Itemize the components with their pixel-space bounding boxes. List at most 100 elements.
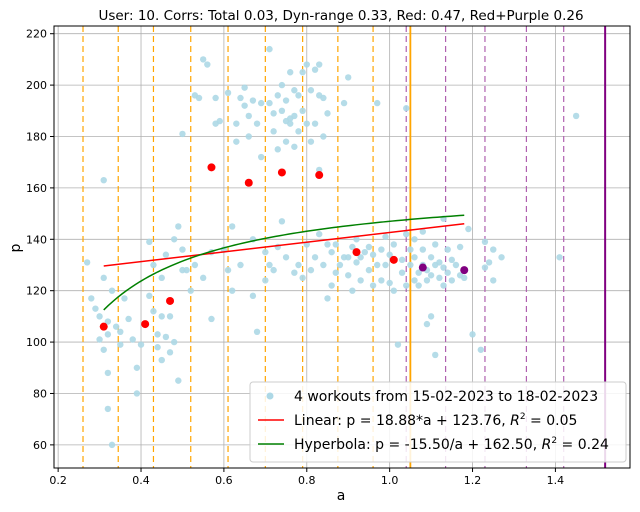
scatter-point [104, 331, 112, 338]
scatter-point [233, 120, 240, 127]
purple-point [460, 266, 469, 275]
scatter-point [179, 130, 186, 138]
y-tick-label: 100 [26, 336, 47, 349]
scatter-point [199, 274, 207, 282]
scatter-point [224, 89, 232, 97]
scatter-point [270, 110, 277, 117]
scatter-point [357, 277, 364, 284]
scatter-point [299, 274, 306, 282]
scatter-point [100, 274, 107, 282]
scatter-point [253, 328, 261, 336]
scatter-point [137, 341, 145, 348]
red-point [352, 248, 361, 257]
red-point [389, 255, 398, 264]
scatter-point [440, 264, 447, 271]
scatter-point [423, 277, 431, 284]
scatter-point [481, 264, 489, 271]
scatter-point [374, 99, 381, 107]
scatter-point [369, 251, 377, 258]
scatter-point [427, 313, 435, 320]
scatter-point [100, 176, 107, 184]
legend-label: 4 workouts from 15-02-2023 to 18-02-2023 [294, 389, 598, 405]
scatter-point [262, 277, 269, 284]
scatter-point [104, 405, 112, 413]
red-point [99, 322, 108, 331]
scatter-point [249, 97, 257, 104]
scatter-point [228, 223, 236, 230]
scatter-point [125, 315, 132, 323]
scatter-point [407, 261, 414, 269]
scatter-point [150, 261, 157, 269]
scatter-point [456, 243, 464, 251]
scatter-point [104, 318, 112, 325]
scatter-point [282, 138, 290, 145]
red-point [315, 171, 324, 180]
scatter-point [427, 254, 435, 261]
y-tick-label: 180 [26, 131, 47, 144]
scatter-point [121, 295, 128, 302]
scatter-point [311, 120, 319, 127]
scatter-point [291, 143, 298, 150]
scatter-point [324, 110, 331, 117]
x-tick-label: 0.6 [215, 474, 233, 487]
scatter-point [166, 313, 174, 320]
scatter-point [386, 251, 393, 258]
scatter-point [398, 269, 406, 276]
scatter-point [365, 243, 373, 251]
scatter-point [245, 133, 252, 140]
scatter-point [415, 269, 422, 276]
scatter-point [129, 336, 136, 343]
scatter-point [469, 331, 476, 338]
scatter-point [340, 99, 348, 107]
scatter-point [92, 305, 99, 312]
scatter-point [175, 377, 182, 384]
scatter-point [448, 277, 456, 284]
scatter-point [237, 94, 244, 102]
scatter-point [320, 133, 327, 140]
linear-fit-line [103, 223, 465, 267]
scatter-point [307, 138, 315, 145]
x-tick-label: 1.0 [381, 474, 399, 487]
scatter-point [204, 61, 211, 68]
scatter-point [83, 259, 91, 266]
scatter-point [282, 254, 290, 261]
red-point [277, 168, 286, 177]
scatter-point [287, 69, 294, 76]
scatter-point [170, 236, 178, 243]
legend-superscript: 2 [520, 412, 526, 422]
scatter-point [444, 269, 451, 276]
scatter-point [183, 266, 190, 274]
red-point [166, 296, 175, 305]
scatter-point [179, 246, 186, 253]
scatter-point [349, 243, 356, 251]
scatter-point [303, 120, 310, 127]
purple-point [418, 263, 427, 272]
scatter-point [374, 261, 381, 269]
legend-r-squared: R [542, 437, 552, 453]
y-tick-label: 220 [26, 28, 47, 41]
scatter-point [316, 230, 323, 238]
y-axis-label: p [8, 243, 24, 252]
scatter-point [390, 241, 397, 248]
legend: 4 workouts from 15-02-2023 to 18-02-2023… [249, 381, 627, 463]
legend-r-squared: R [510, 413, 520, 429]
scatter-point [324, 295, 331, 302]
scatter-point [154, 331, 161, 338]
x-tick-label: 1.2 [464, 474, 482, 487]
scatter-point [154, 344, 161, 351]
legend-label-value: = 0.05 [526, 413, 578, 429]
scatter-point [291, 112, 298, 120]
plot-area [50, 25, 631, 472]
scatter-point [146, 292, 153, 300]
scatter-point [88, 295, 95, 302]
scatter-point [133, 390, 141, 397]
legend-label: Linear: p = 18.88*a + 123.76, R2 = 0.05 [294, 412, 577, 429]
scatter-point [291, 269, 298, 276]
scatter-point [427, 272, 435, 279]
scatter-point [100, 346, 107, 353]
scatter-point [357, 254, 364, 261]
scatter-point [320, 261, 327, 269]
scatter-point [175, 223, 182, 230]
scatter-point [349, 287, 356, 294]
scatter-point [224, 266, 232, 274]
